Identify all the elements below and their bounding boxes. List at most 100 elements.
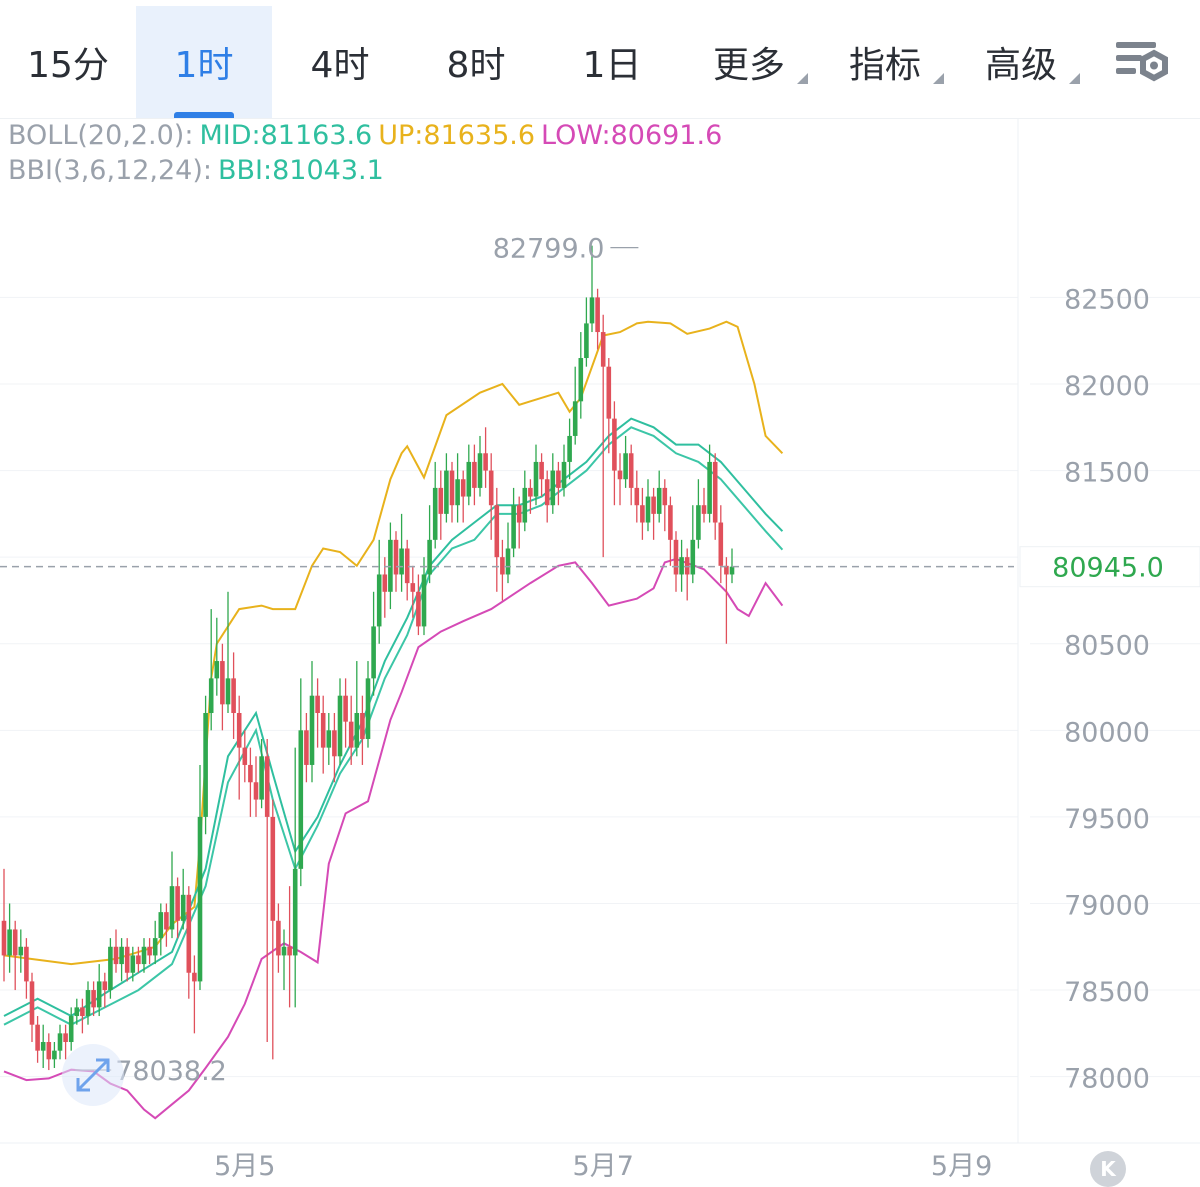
- tab-label: 1日: [582, 45, 642, 86]
- y-tick-label: 78000: [1064, 1064, 1150, 1095]
- candle-body: [421, 574, 427, 627]
- dropdown-triangle-icon: [933, 73, 944, 84]
- candle-body: [63, 1033, 68, 1043]
- candle-body: [399, 548, 404, 575]
- candle-body: [231, 678, 236, 714]
- candle-body: [236, 713, 242, 748]
- candle-body: [35, 1024, 40, 1051]
- candle-body: [438, 487, 444, 514]
- candle-body: [544, 479, 550, 506]
- candle-body: [253, 782, 259, 800]
- candle-body: [561, 461, 567, 488]
- candle-body: [124, 946, 130, 973]
- candle-body: [584, 323, 589, 359]
- candle-body: [320, 713, 326, 748]
- tab-8h[interactable]: 8时: [408, 6, 544, 118]
- candle-body: [197, 816, 203, 982]
- candle-body: [91, 990, 96, 1008]
- y-tick-label: 78500: [1064, 977, 1150, 1008]
- candle-body: [376, 574, 382, 627]
- candle-body: [617, 470, 623, 480]
- candle-body: [315, 695, 320, 714]
- candle-body: [662, 487, 668, 506]
- boll-up: UP:81635.6: [378, 120, 536, 151]
- candle-body: [449, 470, 455, 506]
- chart-settings-icon[interactable]: [1112, 38, 1174, 88]
- tab-label: 更多: [712, 45, 785, 86]
- candle-body: [186, 894, 192, 973]
- timeframe-tabs: 15分 1时 4时 8时 1日 更多 指标 高级: [0, 0, 1200, 119]
- candle-body: [668, 505, 673, 540]
- candle-body: [528, 487, 533, 497]
- tab-15m[interactable]: 15分: [0, 6, 136, 118]
- candle-body: [634, 487, 640, 506]
- y-tick-label: 82000: [1064, 371, 1150, 402]
- candle-body: [416, 591, 421, 627]
- tab-1d[interactable]: 1日: [544, 6, 680, 118]
- candle-body: [7, 929, 12, 956]
- candle-body: [612, 418, 617, 471]
- dropdown-triangle-icon: [1069, 73, 1080, 84]
- high-marker-label: 82799.0: [493, 234, 605, 265]
- candle-body: [505, 548, 511, 575]
- candle-body: [690, 539, 696, 575]
- candle-body: [287, 946, 292, 956]
- candle-body: [29, 981, 35, 1025]
- candle-body: [259, 756, 264, 800]
- candle-body: [108, 946, 113, 991]
- tab-more[interactable]: 更多: [688, 6, 810, 118]
- candle-body: [96, 981, 102, 1008]
- candle-body: [539, 461, 544, 480]
- zoom-expand-icon[interactable]: [62, 1044, 124, 1106]
- k-line-toggle-icon[interactable]: K: [1090, 1151, 1126, 1187]
- y-tick-label: 79000: [1064, 890, 1150, 921]
- x-tick-label: 5月9: [931, 1151, 992, 1182]
- candle-body: [371, 626, 376, 679]
- y-tick-label: 81500: [1064, 458, 1150, 489]
- candle-body: [460, 479, 466, 497]
- tab-advanced[interactable]: 高级: [960, 6, 1082, 118]
- candle-body: [298, 730, 304, 869]
- candle-body: [578, 358, 584, 402]
- tab-1h[interactable]: 1时: [136, 6, 272, 118]
- candle-body: [410, 583, 416, 592]
- candle-body: [343, 695, 348, 722]
- candle-body: [164, 912, 169, 930]
- candle-body: [220, 661, 225, 705]
- candle-body: [102, 981, 108, 991]
- candle-body: [292, 868, 298, 956]
- candle-body: [136, 955, 141, 965]
- candle-body: [679, 557, 684, 575]
- candle-body: [729, 566, 735, 575]
- candle-body: [595, 297, 600, 333]
- candle-body: [628, 453, 634, 488]
- candle-body: [360, 713, 365, 739]
- candle-body: [382, 574, 388, 592]
- candle-body: [270, 816, 276, 921]
- candle-body: [388, 539, 393, 592]
- tab-label: 15分: [27, 45, 109, 86]
- candle-body: [208, 678, 214, 714]
- candle-body: [337, 695, 343, 757]
- candle-body: [701, 505, 707, 514]
- candle-body: [696, 505, 701, 540]
- candle-body: [348, 721, 354, 748]
- candle-body: [640, 505, 645, 523]
- boll-legend: BOLL(20,2.0): MID:81163.6 UP:81635.6 LOW:80…: [8, 120, 728, 151]
- candle-body: [522, 487, 528, 523]
- candle-body: [516, 505, 522, 523]
- tab-indicators[interactable]: 指标: [824, 6, 946, 118]
- candle-body: [119, 946, 124, 965]
- candle-body: [141, 946, 147, 965]
- candle-body: [623, 453, 628, 480]
- candle-body: [248, 764, 253, 783]
- bbi-name: BBI(3,6,12,24):: [8, 155, 212, 186]
- candle-body: [718, 522, 724, 566]
- tab-4h[interactable]: 4时: [272, 6, 408, 118]
- candle-body: [46, 1042, 52, 1060]
- candle-body: [589, 297, 595, 324]
- candle-body: [169, 886, 175, 930]
- candle-body: [606, 366, 612, 419]
- tab-label: 4时: [310, 45, 370, 86]
